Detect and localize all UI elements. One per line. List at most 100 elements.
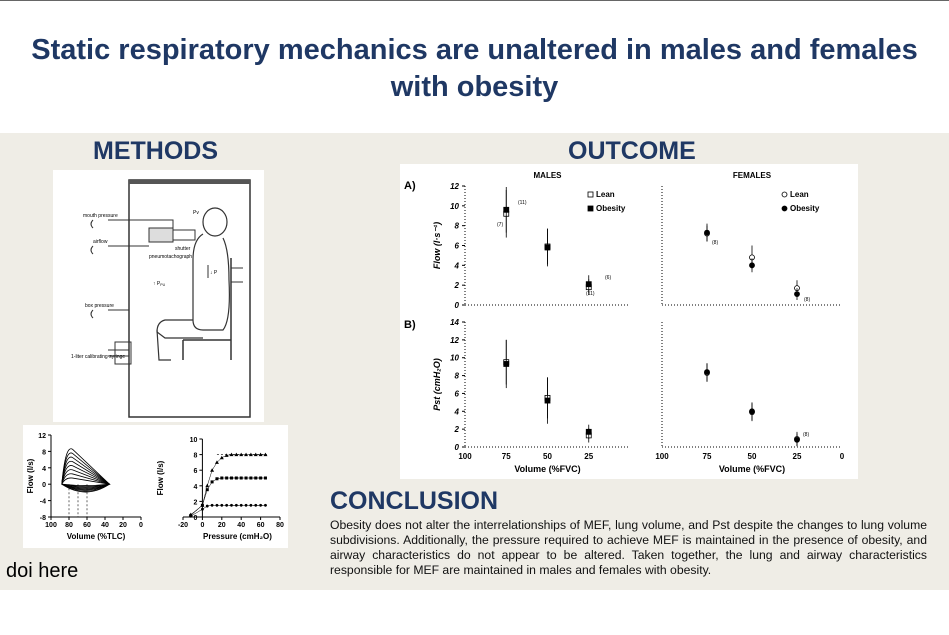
chart2-point xyxy=(219,455,224,460)
chart2-point xyxy=(205,504,209,508)
chart2-point xyxy=(220,503,224,507)
chart2-point xyxy=(234,452,239,457)
chart2-point xyxy=(189,514,193,518)
methods-heading: METHODS xyxy=(93,137,218,165)
outcome-xtick-label: 100 xyxy=(655,452,669,461)
outcome-panel-title: MALES xyxy=(534,171,563,180)
outcome-ylabel: Pst (cmH₂O) xyxy=(432,358,442,410)
chart2-point xyxy=(248,452,253,457)
chart1-ytick-label: 4 xyxy=(42,466,46,473)
outcome-panel-letter: B) xyxy=(404,319,416,331)
chart2-point xyxy=(225,503,229,507)
outcome-point xyxy=(794,291,800,297)
label-mouth-pressure: mouth pressure xyxy=(83,213,118,219)
chart2-point xyxy=(234,476,238,480)
outcome-ytick-label: 6 xyxy=(455,389,460,398)
label-ppu: ↑ PPU xyxy=(153,281,166,287)
conclusion-text: Obesity does not alter the interrelation… xyxy=(330,518,927,577)
chart2-point xyxy=(244,476,248,480)
syringe-line xyxy=(108,349,129,357)
chart1-loop xyxy=(61,469,111,488)
chart2-ytick-label: 4 xyxy=(193,484,197,491)
signal-squiggles xyxy=(90,219,94,319)
outcome-ytick-label: 2 xyxy=(454,281,460,290)
chart2-point xyxy=(254,476,258,480)
outcome-point xyxy=(704,229,710,236)
chart2-point xyxy=(239,503,243,507)
outcome-ytick-label: 12 xyxy=(450,336,459,345)
outcome-ylabel: Flow (l·s⁻¹) xyxy=(432,222,442,269)
outcome-xtick-label: 100 xyxy=(458,452,472,461)
outcome-chart: MALES A) 0 2 4 6 8 10 12 Flow (l·s⁻¹) Lean Obesity F… xyxy=(404,171,845,474)
outcome-point xyxy=(704,369,710,375)
outcome-legend-marker xyxy=(587,191,594,198)
chart1-xlabel: Volume (%TLC) xyxy=(67,532,126,541)
chart2-ylabel: Flow (l/s) xyxy=(156,460,165,495)
chart2-point xyxy=(201,507,204,511)
outcome-point xyxy=(749,408,755,415)
chart2-point xyxy=(225,476,229,480)
chart1-xtick-label: 60 xyxy=(83,522,91,529)
chart2-point xyxy=(244,503,248,507)
chart2-point xyxy=(258,452,263,457)
outcome-point xyxy=(544,244,551,251)
chart2-point xyxy=(205,483,210,488)
chart1-loop xyxy=(61,456,111,491)
outcome-sample-size: (7) xyxy=(497,222,503,228)
legs-outline xyxy=(156,319,203,339)
outcome-point xyxy=(544,397,551,404)
chart1-ytick-label: -4 xyxy=(40,499,46,506)
mouth-pressure-line xyxy=(108,219,174,230)
chart1-ytick-label: 0 xyxy=(42,482,46,489)
chart2-xtick-label: 80 xyxy=(276,522,284,529)
chart2-point xyxy=(200,503,204,507)
chart2-point xyxy=(263,476,267,480)
outcome-ytick-label: 14 xyxy=(450,318,459,327)
poster-title: Static respiratory mechanics are unalter… xyxy=(31,34,918,103)
outcome-xlabel: Volume (%FVC) xyxy=(514,464,580,474)
chart1-loop xyxy=(61,465,111,489)
top-rule xyxy=(0,0,949,1)
outcome-legend-marker xyxy=(587,205,594,212)
chart1-xtick-label: 0 xyxy=(139,522,143,529)
chart2-point xyxy=(224,453,229,457)
chart2-point xyxy=(215,477,219,481)
chart2-xlabel: Pressure (cmH₂O) xyxy=(203,532,272,541)
outcome-sample-size: (11) xyxy=(518,200,527,206)
chart1-loop xyxy=(61,460,111,490)
outcome-xlabel: Volume (%FVC) xyxy=(719,464,785,474)
box-lid xyxy=(129,180,250,184)
pneumotachograph-body xyxy=(148,227,174,243)
outcome-point xyxy=(585,428,592,435)
chart2-point xyxy=(259,503,262,507)
chart2-point xyxy=(259,476,263,480)
outcome-ytick-label: 8 xyxy=(455,372,460,381)
label-box-pressure: box pressure xyxy=(85,303,114,309)
outcome-xtick-label: 75 xyxy=(703,452,712,461)
chart2-point xyxy=(230,503,233,507)
outcome-point xyxy=(749,262,755,269)
chart1-ylabel: Flow (l/s) xyxy=(26,458,35,493)
outcome-xtick-label: 25 xyxy=(584,452,593,461)
outcome-legend-label: Lean xyxy=(790,190,809,199)
outcome-panel-letter: A) xyxy=(404,180,416,192)
chart2-point xyxy=(210,503,214,507)
chart2-point xyxy=(230,476,233,480)
chart2-point xyxy=(220,476,224,480)
outcome-xtick-label: 50 xyxy=(748,452,757,461)
chart2-xtick-label: 20 xyxy=(218,522,226,529)
chart1-loop xyxy=(61,473,110,487)
outcome-sample-size: (6) xyxy=(605,275,611,281)
chart2-point xyxy=(254,503,258,507)
feet-outline xyxy=(156,329,171,361)
outcome-ytick-label: 8 xyxy=(455,222,460,231)
chart2-ytick-label: 0 xyxy=(193,515,197,522)
outcome-ytick-label: 4 xyxy=(454,407,460,416)
label-p: ↓ P xyxy=(210,270,218,276)
outcome-sample-size: (8) xyxy=(804,297,810,303)
chart2-point xyxy=(215,503,219,507)
chart2-xtick-label: -20 xyxy=(178,522,188,529)
label-airflow: airflow xyxy=(93,239,108,245)
chart1-xtick-label: 40 xyxy=(101,522,109,529)
